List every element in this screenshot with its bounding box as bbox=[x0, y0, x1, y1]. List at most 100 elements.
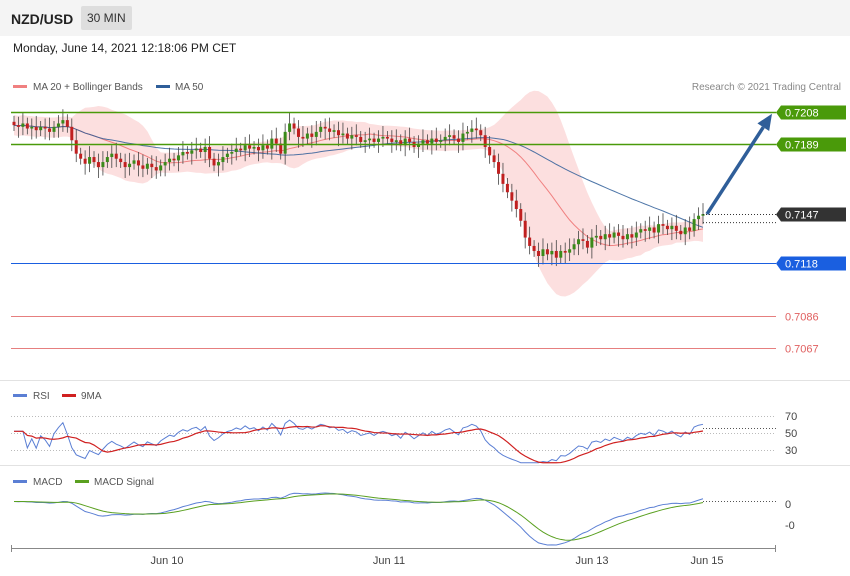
candle bbox=[577, 230, 581, 256]
candle bbox=[497, 153, 501, 185]
candle bbox=[399, 134, 403, 152]
support-value-2: 0.7067 bbox=[785, 344, 819, 356]
candle bbox=[448, 124, 452, 146]
candle bbox=[470, 120, 474, 143]
candle bbox=[390, 130, 394, 153]
header-bar: NZD/USD 30 MIN bbox=[0, 0, 850, 36]
forecast-arrow-shaft bbox=[705, 126, 765, 216]
x-tick-jun11: Jun 11 bbox=[373, 555, 405, 567]
candle bbox=[594, 224, 598, 246]
candle bbox=[523, 212, 527, 249]
candle bbox=[132, 154, 136, 170]
ma50-legend-swatch bbox=[156, 85, 170, 88]
candle bbox=[123, 153, 127, 178]
candle bbox=[176, 146, 180, 172]
candle bbox=[252, 141, 256, 155]
candle bbox=[639, 223, 643, 239]
support-value-1: 0.7086 bbox=[785, 312, 819, 324]
rsi-ma-legend-label: 9MA bbox=[81, 391, 102, 402]
candle bbox=[52, 120, 56, 138]
macd-signal-legend-swatch bbox=[75, 480, 89, 483]
candle bbox=[377, 130, 381, 153]
candle bbox=[408, 127, 412, 151]
candle bbox=[341, 122, 345, 144]
candle bbox=[483, 126, 487, 158]
macd-tick-0: 0 bbox=[785, 499, 791, 511]
candle bbox=[590, 229, 594, 259]
candle bbox=[363, 131, 367, 153]
candle bbox=[439, 134, 443, 148]
candle bbox=[79, 147, 83, 165]
candle bbox=[492, 149, 496, 168]
candle bbox=[692, 213, 696, 237]
candle bbox=[305, 127, 309, 145]
candle bbox=[194, 137, 198, 159]
candle bbox=[648, 216, 652, 240]
candle bbox=[421, 129, 425, 152]
candle bbox=[208, 136, 212, 168]
macd-tick-neg: -0 bbox=[785, 520, 795, 532]
candle bbox=[154, 156, 158, 179]
pivot-tag bbox=[776, 256, 846, 271]
candle bbox=[221, 146, 225, 171]
candle bbox=[16, 116, 20, 138]
forecast-arrow-head bbox=[757, 113, 772, 131]
ma20-legend-swatch bbox=[13, 85, 27, 88]
candle bbox=[163, 153, 167, 177]
candle bbox=[554, 240, 558, 267]
candle bbox=[39, 120, 43, 137]
candle bbox=[488, 136, 492, 164]
candle bbox=[296, 120, 300, 148]
candle bbox=[581, 228, 585, 250]
candle bbox=[83, 150, 87, 175]
timeframe-button[interactable]: 30 MIN bbox=[81, 6, 132, 30]
candle bbox=[70, 118, 74, 152]
candle bbox=[532, 240, 536, 257]
candle bbox=[385, 131, 389, 145]
candle bbox=[537, 242, 541, 267]
candle bbox=[199, 142, 203, 158]
candle bbox=[345, 127, 349, 145]
candle bbox=[301, 126, 305, 147]
candle bbox=[563, 242, 567, 264]
rsi-line bbox=[14, 419, 704, 464]
candle bbox=[110, 145, 114, 168]
candle bbox=[679, 224, 683, 241]
last-price-tag bbox=[776, 207, 846, 222]
candle bbox=[136, 152, 140, 177]
candle bbox=[203, 138, 207, 163]
candle bbox=[119, 152, 123, 168]
candle bbox=[599, 230, 603, 246]
candle bbox=[457, 130, 461, 153]
candle bbox=[652, 221, 656, 239]
candle bbox=[105, 151, 109, 168]
candle bbox=[479, 124, 483, 142]
candle bbox=[550, 242, 554, 266]
candle bbox=[661, 213, 665, 235]
candle bbox=[141, 154, 145, 178]
moving-averages bbox=[13, 124, 704, 247]
candle bbox=[372, 132, 376, 148]
candle bbox=[314, 120, 318, 146]
candle bbox=[617, 224, 621, 247]
symbol-title: NZD/USD bbox=[11, 11, 74, 27]
candle bbox=[510, 183, 514, 212]
candle bbox=[56, 115, 60, 138]
candle bbox=[514, 189, 518, 218]
candle bbox=[336, 121, 340, 147]
candle bbox=[34, 115, 38, 139]
candle bbox=[625, 228, 629, 246]
candle bbox=[630, 225, 634, 249]
candle bbox=[394, 129, 398, 151]
candle bbox=[381, 126, 385, 147]
candle bbox=[43, 118, 47, 140]
candle bbox=[21, 112, 25, 136]
x-tick-jun15: Jun 15 bbox=[690, 555, 723, 567]
copyright-note: Research © 2021 Trading Central bbox=[692, 82, 841, 93]
candle bbox=[328, 117, 332, 141]
candle bbox=[430, 130, 434, 155]
candle bbox=[234, 137, 238, 161]
macd-signal-line bbox=[13, 493, 704, 541]
candle bbox=[528, 226, 532, 255]
